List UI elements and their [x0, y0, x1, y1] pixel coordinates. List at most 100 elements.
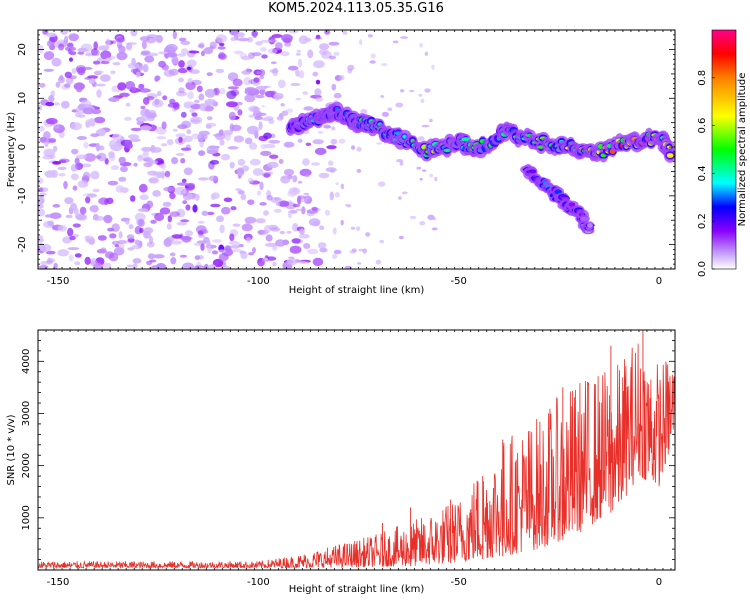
heatmap-blob — [135, 71, 141, 78]
heatmap-blob — [424, 51, 429, 56]
heatmap-blob — [130, 127, 142, 132]
y-tick-label: -20 — [17, 236, 28, 252]
y-tick-label: 4000 — [21, 349, 32, 374]
heatmap-blob — [244, 94, 256, 103]
heatmap-blob — [333, 249, 342, 255]
heatmap-blob — [257, 261, 265, 267]
heatmap-blob — [171, 157, 179, 165]
heatmap-blob — [212, 258, 224, 268]
heatmap-blob — [77, 47, 88, 53]
heatmap-blob — [102, 262, 112, 269]
heatmap-blob — [215, 132, 226, 141]
heatmap-blob — [115, 185, 125, 193]
heatmap-blob — [259, 181, 264, 191]
heatmap-blob — [170, 257, 177, 265]
heatmap-blob — [96, 89, 102, 98]
heatmap-blob — [134, 239, 140, 246]
heatmap-blob — [181, 178, 187, 183]
heatmap-blob — [84, 235, 95, 240]
heatmap-blob — [314, 147, 327, 155]
heatmap-blob — [185, 230, 193, 237]
heatmap-blob — [429, 173, 434, 178]
heatmap-blob — [70, 164, 78, 172]
heatmap-blob — [400, 36, 409, 39]
heatmap-blob — [280, 103, 285, 107]
heatmap-blob — [147, 170, 158, 176]
heatmap-blob — [252, 247, 256, 254]
heatmap-blob — [212, 239, 222, 243]
heatmap-blob — [304, 174, 310, 178]
heatmap-blob — [259, 75, 264, 80]
heatmap-blob — [175, 90, 187, 97]
heatmap-blob — [178, 87, 185, 94]
heatmap-blob — [150, 219, 157, 224]
heatmap-blob — [236, 167, 245, 177]
heatmap-blob — [409, 89, 415, 93]
heatmap-blob — [126, 264, 134, 268]
heatmap-blob — [126, 42, 138, 46]
heatmap-blob — [138, 219, 145, 227]
heatmap-blob — [51, 57, 62, 67]
heatmap-blob — [206, 116, 213, 121]
heatmap-blob — [48, 95, 55, 103]
heatmap-blob — [340, 219, 344, 226]
heatmap-blob — [93, 263, 104, 269]
heatmap-blob — [154, 98, 160, 106]
heatmap-blob — [161, 121, 167, 130]
heatmap-blob — [203, 263, 209, 269]
heatmap-blob — [38, 187, 44, 193]
heatmap-blob — [45, 101, 55, 107]
heatmap-blob — [292, 187, 298, 193]
heatmap-blob — [142, 63, 149, 73]
heatmap-blob — [312, 257, 324, 267]
heatmap-blob — [261, 54, 268, 59]
branch-mark — [529, 169, 536, 173]
heatmap-blob — [264, 90, 276, 98]
heatmap-blob — [334, 192, 340, 198]
x-tick-label: -150 — [47, 577, 70, 588]
heatmap-blob — [302, 158, 310, 166]
heatmap-blob — [38, 196, 45, 205]
heatmap-blob — [324, 209, 331, 216]
heatmap-blob — [190, 69, 200, 74]
heatmap-blob — [311, 206, 318, 212]
colorbar-tick-label: 0.2 — [697, 213, 708, 229]
heatmap-blob — [206, 72, 213, 76]
heatmap-blob — [45, 250, 56, 255]
heatmap-blob — [318, 172, 330, 179]
heatmap-blob — [263, 132, 272, 139]
heatmap-blob — [38, 125, 45, 132]
heatmap-blob — [432, 217, 437, 221]
y-axis-label: SNR (10 * v/v) — [6, 414, 17, 485]
heatmap-blob — [375, 259, 382, 265]
heatmap-blob — [311, 162, 320, 166]
heatmap-blob — [305, 142, 312, 146]
y-tick-label: 10 — [17, 92, 28, 105]
heatmap-blob — [120, 166, 128, 173]
heatmap-blob — [237, 190, 245, 195]
heatmap-blob — [54, 102, 60, 106]
heatmap-blob — [53, 124, 60, 129]
heatmap-blob — [150, 265, 160, 269]
heatmap-blob — [125, 142, 133, 149]
heatmap-blob — [335, 182, 339, 185]
heatmap-blob — [256, 190, 262, 196]
heatmap-blob — [287, 210, 292, 219]
heatmap-blob — [422, 169, 427, 172]
heatmap-blob — [43, 131, 51, 140]
heatmap-blob — [269, 69, 279, 73]
heatmap-blob — [398, 196, 402, 200]
heatmap-blob — [50, 90, 55, 97]
heatmap-blob — [38, 44, 44, 54]
heatmap-blob — [332, 227, 337, 235]
heatmap-blob — [93, 41, 98, 51]
heatmap-blob — [370, 53, 376, 59]
heatmap-blob — [100, 74, 111, 82]
heatmap-blob — [312, 71, 319, 77]
heatmap-blob — [295, 208, 302, 211]
heatmap-blob — [195, 193, 200, 202]
heatmap-blob — [349, 250, 356, 254]
heatmap-blob — [418, 93, 423, 97]
heatmap-blob — [153, 254, 165, 259]
